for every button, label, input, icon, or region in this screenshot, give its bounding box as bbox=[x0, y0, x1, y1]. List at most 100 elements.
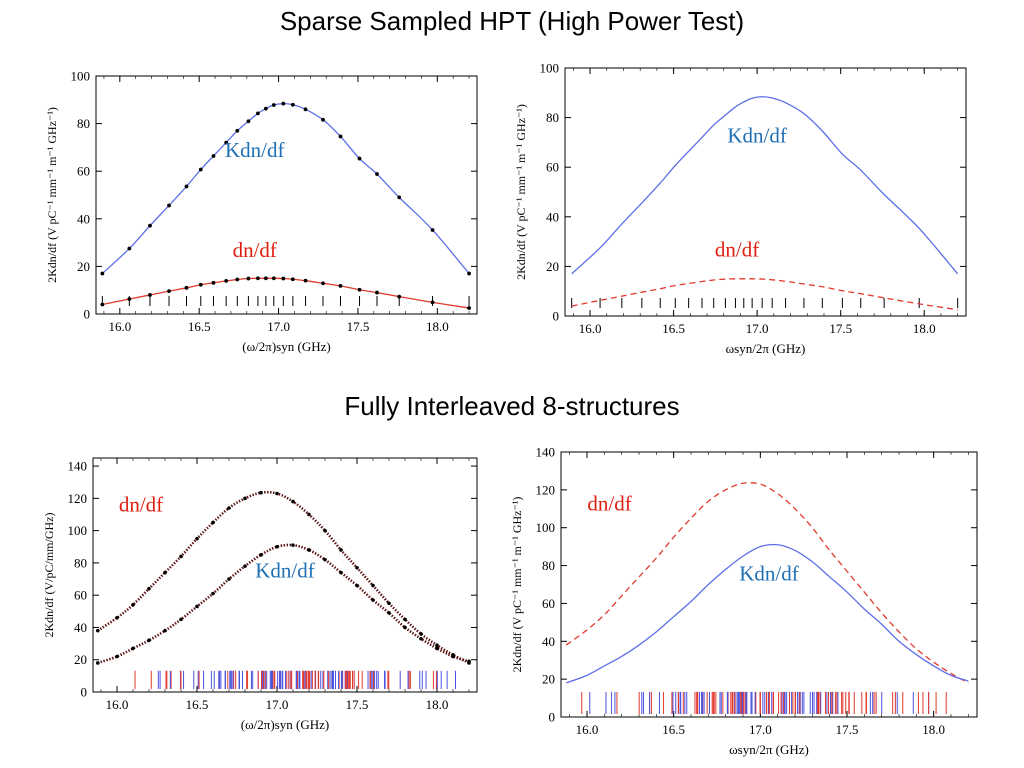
data-point bbox=[419, 632, 423, 636]
data-point bbox=[211, 154, 216, 158]
y-tick-label: 40 bbox=[74, 620, 87, 635]
data-point bbox=[96, 661, 100, 665]
y-tick-label: 60 bbox=[77, 164, 90, 179]
series-annotation: dn/df bbox=[587, 492, 631, 516]
data-point bbox=[321, 281, 325, 286]
data-point bbox=[167, 203, 171, 208]
data-point bbox=[357, 287, 362, 292]
data-point bbox=[235, 128, 240, 133]
data-point bbox=[211, 591, 215, 596]
data-point bbox=[387, 601, 391, 606]
y-axis-label: 2Kdn/df (V pC⁻¹ mm⁻¹ m⁻¹ GHz⁻¹) bbox=[510, 497, 524, 673]
series-line-kdndf bbox=[565, 543, 969, 684]
plot-frame bbox=[92, 457, 478, 693]
data-point bbox=[281, 276, 286, 281]
data-point bbox=[243, 564, 247, 568]
data-point bbox=[184, 285, 189, 290]
data-point bbox=[290, 102, 295, 107]
y-tick-label: 100 bbox=[536, 520, 556, 535]
data-point bbox=[100, 302, 105, 307]
data-point bbox=[263, 276, 268, 281]
data-point bbox=[275, 544, 279, 549]
data-point bbox=[430, 228, 435, 232]
x-tick-label: 16.5 bbox=[188, 319, 211, 334]
y-tick-label: 20 bbox=[546, 259, 559, 274]
data-point bbox=[246, 276, 251, 281]
series-line-dndf bbox=[97, 490, 470, 665]
data-point bbox=[148, 293, 152, 297]
data-point bbox=[243, 496, 247, 501]
data-point bbox=[167, 289, 171, 294]
y-tick-label: 120 bbox=[536, 482, 556, 497]
data-point bbox=[227, 577, 231, 581]
y-tick-label: 60 bbox=[546, 160, 559, 175]
y-tick-label: 0 bbox=[553, 309, 560, 324]
y-tick-label: 20 bbox=[542, 672, 555, 687]
y-tick-label: 0 bbox=[549, 710, 556, 725]
data-point bbox=[256, 276, 260, 281]
x-tick-label: 17.0 bbox=[267, 319, 290, 334]
data-point bbox=[355, 565, 359, 570]
data-point bbox=[403, 625, 407, 630]
x-tick-label: 18.0 bbox=[922, 722, 945, 737]
data-point bbox=[403, 617, 407, 622]
data-point bbox=[397, 294, 402, 299]
y-tick-label: 120 bbox=[68, 491, 88, 506]
series-annotation: Kdn/df bbox=[225, 138, 285, 162]
series-line-dndf bbox=[565, 482, 969, 684]
data-point bbox=[323, 528, 327, 533]
y-tick-label: 140 bbox=[68, 459, 88, 474]
data-point bbox=[115, 654, 119, 659]
data-point bbox=[281, 101, 286, 106]
data-point bbox=[355, 583, 359, 588]
data-point bbox=[357, 156, 362, 161]
y-axis-label: 2Kdn/df (V pC⁻¹ mm⁻¹ m⁻¹ GHz⁻¹) bbox=[45, 107, 59, 283]
data-point bbox=[96, 628, 100, 633]
data-point bbox=[387, 611, 391, 615]
y-tick-label: 20 bbox=[74, 652, 87, 667]
data-point bbox=[371, 583, 375, 588]
data-point bbox=[397, 195, 402, 200]
data-point bbox=[338, 134, 343, 139]
plot-frame bbox=[560, 451, 978, 718]
data-point bbox=[467, 659, 471, 664]
data-point bbox=[127, 297, 132, 301]
data-point bbox=[179, 554, 183, 559]
x-tick-label: 16.0 bbox=[579, 321, 602, 336]
y-tick-label: 60 bbox=[74, 588, 87, 603]
data-point bbox=[259, 490, 263, 495]
y-tick-label: 80 bbox=[542, 558, 555, 573]
data-point bbox=[339, 570, 343, 575]
data-point bbox=[451, 654, 455, 659]
data-point bbox=[263, 106, 268, 111]
data-point bbox=[338, 284, 343, 288]
y-tick-label: 100 bbox=[71, 69, 91, 84]
data-point bbox=[148, 223, 152, 228]
data-point bbox=[224, 140, 229, 145]
data-point bbox=[375, 172, 379, 176]
data-point bbox=[224, 279, 229, 283]
data-point bbox=[435, 646, 439, 651]
data-point bbox=[211, 280, 216, 285]
y-tick-label: 0 bbox=[84, 307, 91, 322]
data-point bbox=[291, 543, 295, 547]
data-point bbox=[100, 271, 105, 276]
series-annotation: Kdn/df bbox=[255, 558, 315, 582]
data-point bbox=[467, 271, 471, 276]
data-point bbox=[271, 103, 276, 107]
x-tick-label: 16.0 bbox=[106, 697, 129, 712]
data-point bbox=[115, 615, 119, 620]
data-point bbox=[147, 638, 151, 643]
x-axis-label: ωsyn/2π (GHz) bbox=[729, 742, 809, 757]
series-annotation: dn/df bbox=[233, 238, 277, 262]
x-tick-label: 18.0 bbox=[426, 319, 449, 334]
y-tick-label: 140 bbox=[536, 445, 556, 460]
x-tick-label: 17.5 bbox=[836, 722, 859, 737]
y-tick-label: 20 bbox=[77, 259, 90, 274]
data-point bbox=[419, 636, 423, 641]
data-point bbox=[323, 557, 327, 562]
y-tick-label: 0 bbox=[81, 685, 88, 700]
y-tick-label: 40 bbox=[77, 211, 90, 226]
